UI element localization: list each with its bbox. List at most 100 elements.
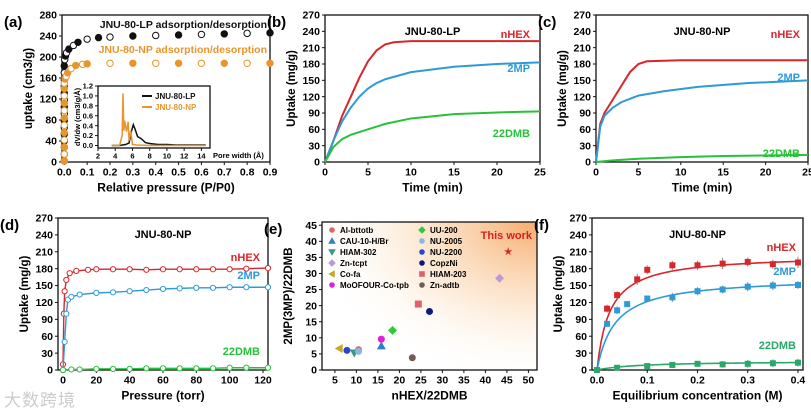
panel-label: (a) — [4, 14, 22, 31]
series-line — [595, 153, 809, 163]
legend-label: NU-2005 — [430, 237, 463, 246]
series-22DMB — [595, 153, 809, 163]
y-axis-label: uptake (cm3/g) — [23, 48, 35, 129]
data-point — [769, 282, 776, 289]
y-tick-label: 90 — [575, 314, 587, 326]
panel-c: 0 5 10 15 20 25 0 30 60 90 120 150 180 210 240 270 Time … — [538, 10, 811, 195]
x-tick-label: 0.2 — [690, 375, 705, 387]
series-line — [324, 110, 541, 163]
data-point — [604, 305, 611, 312]
data-point — [61, 338, 68, 345]
x-tick-label: 12 — [180, 152, 188, 161]
y-axis-label: Uptake (mg/g) — [553, 255, 565, 332]
legend-marker — [418, 226, 426, 234]
data-point — [94, 33, 103, 42]
x-tick-label: 0.4 — [148, 167, 163, 179]
legend-marker — [419, 249, 425, 255]
data-point — [174, 31, 183, 39]
x-tick-label: 0.5 — [171, 167, 186, 179]
series-label: nHEX — [771, 29, 801, 41]
panel-title: JNU-80-NP — [135, 229, 192, 241]
panel-label: (f) — [534, 217, 549, 234]
legend-label: UU-200 — [430, 226, 458, 235]
data-point — [719, 260, 726, 267]
y-tick-label: 1.2 — [83, 82, 93, 91]
x-tick-label: 0 — [60, 375, 66, 387]
x-tick-label: 0.8 — [240, 167, 255, 179]
data-point — [159, 365, 167, 372]
series-label: 2MP — [507, 63, 530, 75]
x-tick-label: 20 — [394, 375, 406, 387]
legend-label: JNU-80-NP adsorption/desorption — [99, 44, 267, 56]
x-axis-label: Time (min) — [402, 181, 462, 195]
data-point — [226, 364, 233, 371]
data-point — [644, 266, 651, 273]
data-point — [694, 288, 701, 295]
data-point — [60, 92, 68, 100]
data-point — [769, 360, 776, 367]
x-tick-label: 25 — [415, 375, 427, 387]
data-point — [614, 292, 621, 299]
data-point — [243, 265, 250, 272]
panel-label: (e) — [264, 221, 282, 238]
data-point — [152, 59, 160, 67]
series-nHEX — [324, 40, 540, 163]
y-tick-label: 210 — [569, 246, 587, 258]
data-point — [63, 276, 70, 284]
x-tick-label: 20 — [760, 167, 772, 179]
x-tick-label: 15 — [372, 375, 384, 387]
panel-d: 0 20 40 60 80 100 120 0 30 60 90 120 150 180 210 240 270… — [0, 213, 272, 403]
y-tick-label: 0 — [51, 157, 57, 169]
series-nHEX — [594, 256, 801, 373]
legend-marker — [328, 259, 336, 267]
x-tick-label: 100 — [221, 375, 239, 387]
data-point — [264, 265, 272, 272]
y-tick-label: 180 — [573, 59, 591, 71]
y-tick-label: 180 — [35, 263, 53, 275]
y-tick-label: 60 — [41, 331, 53, 343]
data-point — [197, 30, 206, 39]
data-point — [129, 59, 137, 67]
plot-frame — [324, 14, 541, 163]
series-nHEX — [595, 59, 808, 163]
panel-f: 0.0 0.1 0.2 0.3 0.4 0 30 60 90 120 150 180 210 240 270… — [534, 213, 805, 403]
data-point — [109, 365, 117, 372]
series-line — [595, 79, 809, 163]
x-axis-label: Time (min) — [672, 181, 732, 195]
data-point — [68, 293, 75, 300]
y-tick-label: 210 — [302, 42, 320, 54]
x-tick-label: 0.3 — [126, 167, 141, 179]
data-point — [334, 343, 343, 353]
y-tick-label: 0 — [47, 365, 53, 377]
data-point — [193, 365, 200, 372]
x-tick-label: 10 — [351, 375, 363, 387]
data-point — [68, 366, 75, 373]
y-tick-label: 30 — [308, 140, 320, 152]
annotation-this-work: This work — [481, 230, 533, 242]
data-point — [72, 61, 80, 70]
data-point — [414, 300, 422, 308]
data-point — [106, 59, 114, 67]
y-tick-label: 60 — [579, 124, 591, 136]
series-label: 22DMB — [763, 148, 800, 160]
y-tick-label: 120 — [39, 94, 57, 106]
y-tick-label: 200 — [39, 52, 57, 64]
data-point — [408, 354, 416, 362]
y-tick-label: 120 — [573, 91, 591, 103]
y-tick-label: 150 — [573, 75, 591, 87]
legend-marker — [419, 282, 425, 288]
y-tick-label: 150 — [35, 280, 53, 292]
y-tick-label: 160 — [39, 73, 57, 85]
legend-label: Zn-tcpt — [340, 259, 367, 268]
data-point — [60, 62, 68, 70]
data-point — [126, 365, 133, 372]
y-tick-label: 0.0 — [83, 141, 93, 150]
x-tick-label: 10 — [675, 167, 687, 179]
fit-line — [596, 260, 796, 371]
legend-label: Al-bttotb — [340, 226, 373, 235]
x-tick-label: 45 — [501, 375, 513, 387]
series-label: 2MP — [777, 72, 800, 84]
x-tick-label: 4 — [113, 152, 118, 161]
x-tick-label: 40 — [124, 375, 136, 387]
data-point — [60, 128, 68, 137]
